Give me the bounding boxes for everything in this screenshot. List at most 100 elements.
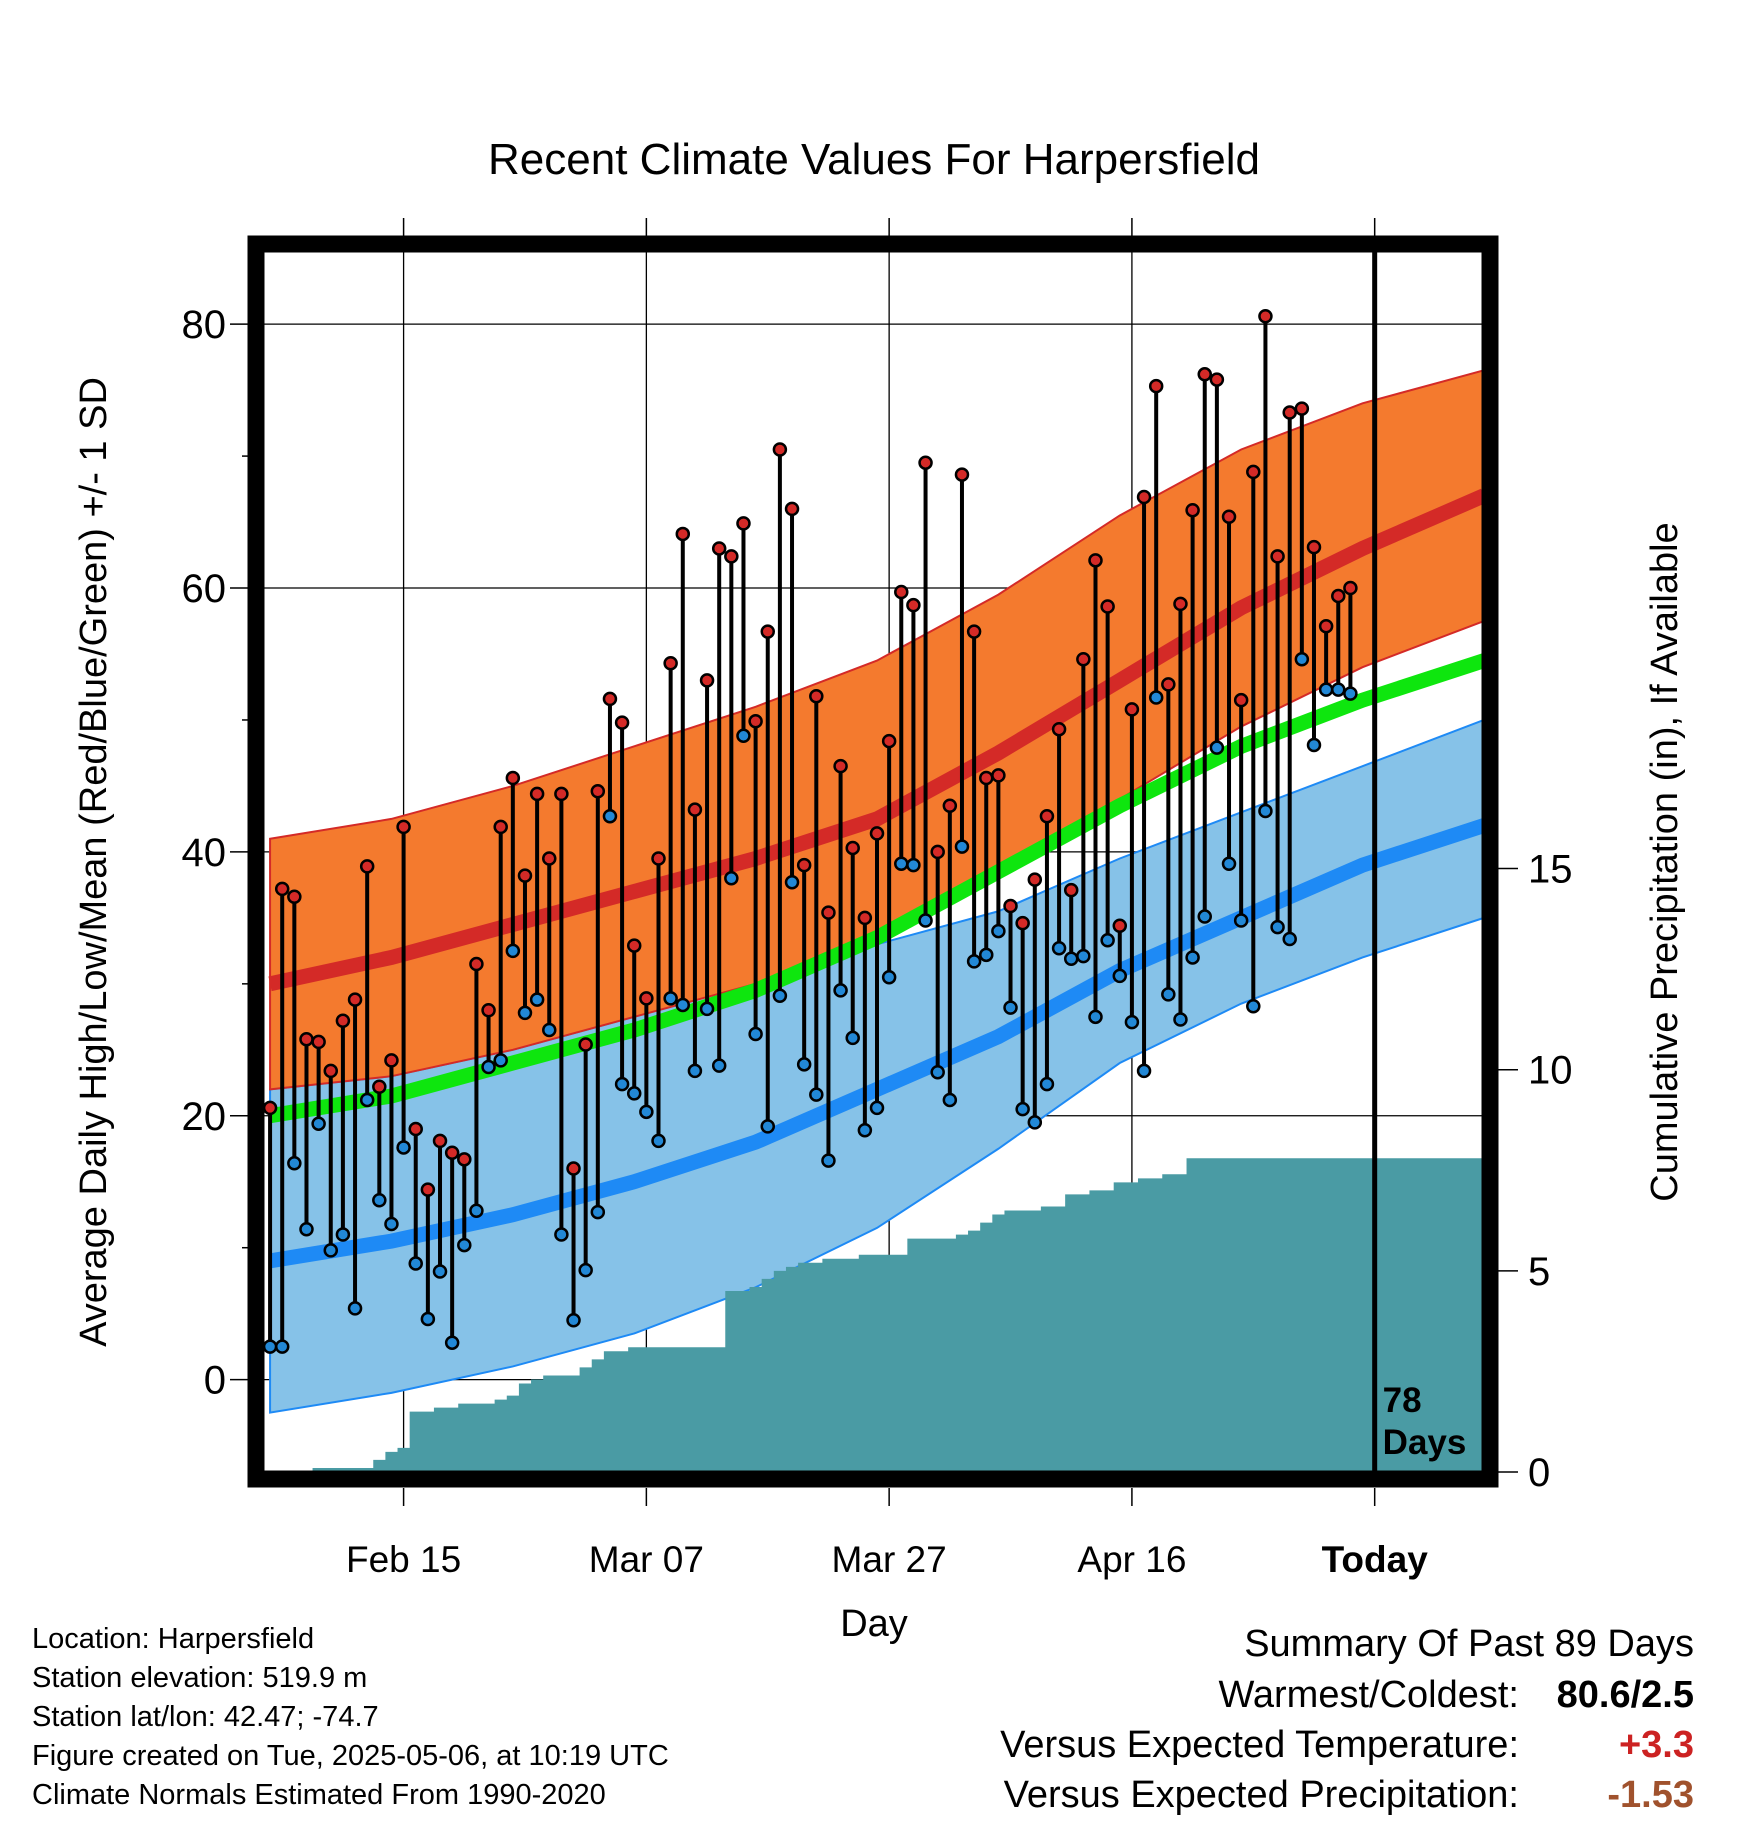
daily-high-point [1027,872,1043,887]
daily-low-point [1318,682,1334,697]
daily-high-point [1258,308,1273,324]
daily-low-point [1088,1009,1103,1025]
daily-low-point [966,954,982,969]
daily-high-point [942,798,958,813]
daily-high-point [469,956,484,972]
daily-high-point [566,1161,581,1176]
daily-high-point [1197,367,1212,382]
daily-low-point [869,1100,885,1116]
daily-low-point [396,1140,411,1155]
daily-high-point [1343,580,1358,596]
daily-low-point [845,1030,860,1046]
daily-high-point [614,715,630,730]
created-text: Figure created on Tue, 2025-05-06, at 10… [32,1740,669,1772]
daily-high-point [1294,401,1310,416]
daily-high-point [1051,721,1067,737]
daily-high-point [578,1037,593,1052]
daily-low-point [1221,856,1237,872]
daily-high-point [833,758,848,774]
daily-high-point [1185,502,1200,518]
daily-low-point [1148,690,1164,705]
high-normal-mean-line [268,488,1487,992]
daily-low-point [942,1092,958,1108]
daily-low-point [1282,931,1297,947]
daily-high-point [626,938,642,953]
latlon-text: Station lat/lon: 42.47; -74.7 [32,1701,379,1733]
daily-high-point [663,655,678,671]
x-tick-label: Today [1322,1539,1429,1580]
cumulative-precip-area [264,1158,1490,1472]
daily-low-point [493,1053,508,1068]
daily-high-point [1063,882,1079,898]
daily-high-point [966,624,982,639]
daily-low-point [1294,652,1310,667]
daily-high-point [554,786,569,802]
temp-anomaly-label: Versus Expected Temperature: [1000,1724,1519,1766]
y-axis-label: Average Daily High/Low/Mean (Red/Blue/Gr… [73,377,115,1347]
daily-high-point [954,467,970,482]
daily-high-point [784,501,800,517]
daily-high-point [894,584,909,600]
daily-low-point [651,1133,666,1149]
daily-high-point [1233,692,1249,708]
daily-high-point [529,786,545,802]
daily-high-point [1161,677,1176,692]
daily-high-point [1209,372,1225,387]
daily-low-point [1051,940,1067,956]
today-days-label: Days [1383,1423,1467,1462]
warmest-coldest-label: Warmest/Coldest: [1218,1674,1519,1716]
summary-panel: Summary Of Past 89 Days Warmest/Coldest:… [794,1618,1694,1820]
daily-high-point [869,826,885,841]
daily-high-point [906,597,921,613]
daily-low-point [1112,968,1128,984]
daily-low-point [748,1026,763,1042]
daily-high-point [724,549,739,564]
daily-low-point [626,1086,642,1101]
daily-low-point [614,1076,630,1092]
daily-high-point [1039,809,1055,824]
temp-anomaly-value: +3.3 [1618,1724,1694,1766]
daily-high-point [711,541,727,556]
daily-low-point [299,1221,314,1237]
summary-title: Summary Of Past 89 Days [1244,1623,1694,1665]
daily-low-point [1270,919,1285,935]
y-tick-label: 0 [204,1359,226,1403]
daily-low-point [432,1264,448,1279]
plot-frame [247,235,1499,1488]
daily-high-point [772,442,788,457]
daily-low-point [833,983,848,998]
daily-low-point [857,1123,873,1138]
daily-low-point [590,1204,606,1220]
daily-low-point [724,871,739,886]
daily-low-point [1233,913,1249,928]
x-tick-label: Mar 07 [589,1539,704,1580]
daily-high-point [639,991,654,1006]
daily-low-point [420,1311,436,1327]
daily-high-point [760,624,776,639]
daily-low-point [1124,1014,1140,1030]
daily-high-point [287,889,302,905]
y-tick-label: 40 [182,831,227,875]
daily-high-point [444,1145,460,1160]
precip-anomaly-value: -1.53 [1607,1774,1694,1816]
daily-low-point [978,947,994,963]
daily-low-point [1343,686,1358,701]
daily-low-point [1185,950,1200,965]
daily-high-point [335,1013,351,1029]
daily-high-point [347,992,363,1007]
daily-low-point [881,969,897,985]
daily-low-point [1246,999,1261,1014]
daily-low-point [1003,1000,1018,1015]
daily-low-point [323,1243,339,1258]
normals-text: Climate Normals Estimated From 1990-2020 [32,1779,606,1811]
daily-high-point [930,844,945,860]
daily-low-point [675,997,691,1013]
daily-high-point [408,1121,423,1137]
daily-low-point [505,943,521,959]
daily-high-point [1306,539,1322,555]
daily-low-point [663,991,678,1006]
daily-high-point [1270,549,1285,564]
daily-low-point [311,1116,326,1131]
y2-axis-label: Cumulative Precipitation (in), If Availa… [1644,522,1686,1201]
